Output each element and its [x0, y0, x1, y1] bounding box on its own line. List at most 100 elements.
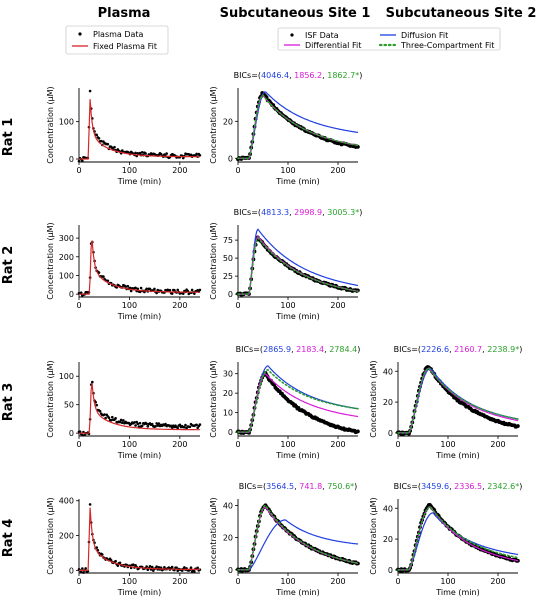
- legend-label-diffusion-fit: Diffusion Fit: [401, 31, 448, 40]
- x-tick-label: 0: [235, 166, 240, 175]
- data-point: [84, 567, 87, 570]
- data-point: [154, 425, 157, 428]
- data-point: [167, 566, 171, 569]
- x-axis-label: Time (min): [117, 588, 161, 597]
- y-tick-label: 20: [223, 534, 233, 543]
- y-axis-label: Concentration (μM): [46, 86, 55, 163]
- series-diffusion-fit: [238, 228, 359, 295]
- x-tick-label: 200: [490, 440, 505, 449]
- data-point: [155, 422, 158, 425]
- x-tick-label: 0: [76, 577, 81, 586]
- y-tick-label: 0: [69, 290, 74, 299]
- x-tick-label: 200: [330, 440, 345, 449]
- y-tick-label: 200: [59, 253, 74, 262]
- x-tick-label: 0: [76, 166, 81, 175]
- y-tick-label: 40: [383, 504, 393, 513]
- data-point: [138, 421, 142, 425]
- x-tick-label: 200: [330, 301, 345, 310]
- legend-label-differential-fit: Differential Fit: [305, 41, 361, 50]
- series-three-compartment-fit: [237, 236, 359, 295]
- x-tick-label: 100: [122, 440, 137, 449]
- data-point: [134, 424, 137, 427]
- row-label-1: Rat 1: [1, 118, 16, 157]
- data-point: [176, 288, 180, 292]
- data-point: [146, 425, 150, 428]
- x-tick-label: 200: [330, 577, 345, 586]
- x-tick-label: 0: [235, 577, 240, 586]
- y-tick-label: 0: [228, 154, 233, 163]
- data-point: [137, 425, 141, 428]
- bic-label: BICs=(2226.6, 2160.7, 2238.9*): [394, 345, 523, 354]
- data-point: [188, 425, 192, 429]
- y-axis-label: Concentration (μM): [369, 497, 378, 574]
- data-point: [106, 142, 110, 146]
- series-diffusion-fit: [238, 91, 359, 159]
- data-point: [140, 424, 144, 428]
- data-point: [356, 429, 360, 434]
- data-point: [155, 291, 158, 295]
- y-axis-label: Concentration (μM): [209, 497, 218, 574]
- data-point: [79, 291, 83, 294]
- data-point: [183, 566, 186, 569]
- y-tick-label: 0: [69, 429, 74, 438]
- x-tick-label: 200: [172, 440, 187, 449]
- bic-label: BICs=(3564.5, 741.8, 750.6*): [239, 482, 358, 491]
- series-three-compartment-fit: [397, 505, 519, 571]
- x-tick-label: 200: [172, 577, 187, 586]
- series-three-compartment-fit: [237, 368, 359, 433]
- data-point: [150, 565, 154, 569]
- data-point: [148, 287, 152, 291]
- y-tick-label: 100: [59, 372, 74, 381]
- panel-rat4-plasma: 0 100 200 0 200 400 Time (min) Concentration (μ…: [46, 497, 202, 597]
- panel-rat4-site1: 0 100 200 0 20 40 Time (min) Concentration (μM)…: [209, 482, 360, 597]
- x-tick-label: 100: [122, 301, 137, 310]
- data-point: [170, 565, 174, 569]
- x-tick-label: 100: [122, 577, 137, 586]
- data-point: [155, 565, 158, 568]
- data-point: [109, 418, 113, 422]
- column-title-plasma: Plasma: [98, 6, 151, 21]
- data-point: [106, 279, 110, 283]
- x-axis-label: Time (min): [117, 312, 161, 321]
- data-point: [139, 286, 143, 290]
- data-point: [178, 423, 182, 427]
- y-axis-label: Concentration (μM): [209, 86, 218, 163]
- series-plasma-data: [77, 89, 202, 163]
- data-point: [99, 139, 103, 143]
- y-tick-label: 40: [223, 501, 233, 510]
- y-tick-label: 50: [223, 254, 233, 263]
- data-point: [95, 133, 99, 137]
- x-axis-label: Time (min): [275, 177, 319, 186]
- x-axis-label: Time (min): [275, 451, 319, 460]
- data-point: [98, 409, 102, 413]
- data-point: [134, 151, 137, 155]
- x-tick-label: 100: [440, 440, 455, 449]
- series-plasma-data: [77, 380, 202, 437]
- data-point: [144, 152, 147, 155]
- series-three-compartment-fit: [397, 367, 519, 434]
- data-point: [77, 159, 81, 163]
- data-point: [165, 152, 168, 155]
- panel-rat1-site1: 0 100 200 0 20 Time (min) Concentration (μM) BI…: [209, 71, 362, 186]
- data-point: [129, 289, 133, 293]
- data-point: [78, 430, 82, 434]
- data-point: [95, 403, 99, 407]
- data-point: [145, 422, 148, 426]
- data-point: [183, 425, 186, 429]
- y-tick-label: 100: [59, 271, 74, 280]
- y-tick-label: 50: [64, 401, 74, 410]
- series-diffusion-fit: [238, 519, 359, 571]
- data-point: [198, 153, 202, 157]
- y-tick-label: 20: [383, 535, 393, 544]
- series-fixed-plasma-fit: [79, 383, 200, 434]
- panel-rat2-site1: 0 100 200 0 25 50 75 Time (min) Concentration (μ…: [209, 208, 362, 321]
- x-tick-label: 0: [235, 440, 240, 449]
- data-point: [153, 287, 156, 291]
- data-point: [195, 423, 198, 427]
- column-title-site1: Subcutaneous Site 1: [220, 6, 371, 21]
- legend-label-fixed-plasma-fit: Fixed Plasma Fit: [93, 42, 157, 51]
- data-point: [157, 566, 161, 569]
- y-tick-label: 75: [223, 236, 233, 245]
- y-axis-label: Concentration (μM): [369, 360, 378, 437]
